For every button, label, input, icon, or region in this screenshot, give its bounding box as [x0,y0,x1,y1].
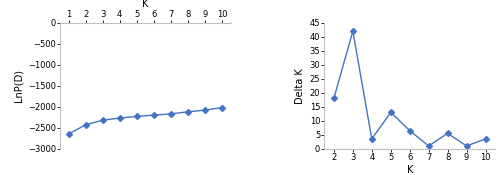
Y-axis label: LnP(D): LnP(D) [14,69,24,102]
X-axis label: K: K [142,0,148,9]
Y-axis label: Delta K: Delta K [296,68,306,104]
X-axis label: K: K [406,165,413,175]
